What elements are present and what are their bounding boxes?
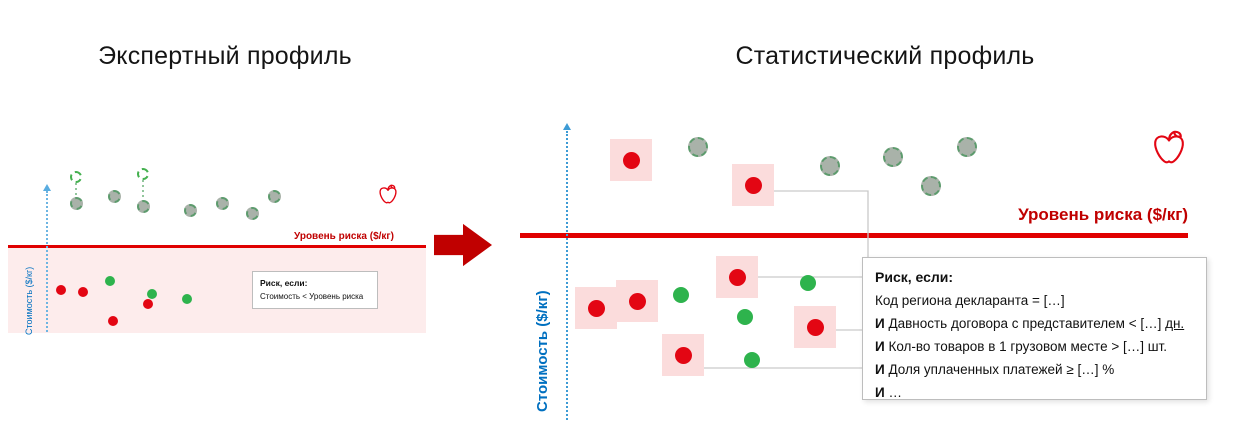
data-point-green-dotted	[107, 189, 121, 203]
data-point-green	[744, 352, 760, 368]
y-axis-arrow-left	[43, 184, 51, 191]
data-point-green-dotted	[215, 196, 229, 210]
y-axis-label-right: Стоимость ($/кг)	[534, 290, 551, 412]
y-axis-label-left: Стоимость ($/кг)	[24, 266, 34, 335]
rule-box-right-title: Риск, если:	[875, 269, 954, 285]
highlight-square	[794, 306, 836, 348]
data-point-green-dotted	[136, 199, 150, 213]
rule-box-right: Риск, если: Код региона декларанта = […]…	[862, 257, 1207, 400]
data-point-green-dotted	[883, 147, 903, 167]
expert-profile-title: Экспертный профиль	[98, 42, 352, 70]
data-point-green	[673, 287, 689, 303]
data-point-red	[674, 346, 692, 364]
y-axis-left	[46, 191, 48, 332]
data-point-red	[806, 318, 824, 336]
rule-line: И Давность договора с представителем < […	[875, 316, 1185, 331]
data-point-green-dotted	[688, 137, 708, 157]
statistical-profile-title: Статистический профиль	[735, 42, 1035, 70]
risk-level-line-right	[520, 233, 1188, 238]
data-point-green-dotted	[183, 203, 197, 217]
highlight-square	[610, 139, 652, 181]
data-point-ghost	[137, 168, 149, 180]
risk-level-line-left	[8, 245, 426, 248]
rule-box-left-title: Риск, если:	[260, 278, 308, 288]
rule-line: И Доля уплаченных платежей ≥ […] %	[875, 362, 1115, 377]
rule-line: И …	[875, 385, 902, 400]
y-axis-arrow-right	[563, 123, 571, 130]
data-point-ghost	[70, 171, 82, 183]
highlight-square	[662, 334, 704, 376]
rule-line: И Кол-во товаров в 1 грузовом месте > [……	[875, 339, 1167, 354]
data-point-green	[737, 309, 753, 325]
data-point-green-dotted	[957, 137, 977, 157]
data-point-green-dotted	[69, 196, 83, 210]
data-point-red	[728, 268, 746, 286]
risk-level-label-right: Уровень риска ($/кг)	[1018, 205, 1188, 224]
risk-level-label-left: Уровень риска ($/кг)	[294, 231, 394, 242]
y-axis-right	[566, 131, 568, 420]
rule-box-right-lines: Код региона декларанта = […] И Давность д…	[875, 289, 1194, 404]
arrow-right-icon	[434, 223, 492, 267]
highlight-square	[575, 287, 617, 329]
rule-line: Код региона декларанта = […]	[875, 293, 1065, 308]
data-point-green	[800, 275, 816, 291]
data-point-green-dotted	[267, 189, 281, 203]
highlight-square	[716, 256, 758, 298]
rule-box-left: Риск, если: Стоимость < Уровень риска	[252, 271, 378, 309]
data-point-green-dotted	[245, 206, 259, 220]
data-point-red	[628, 292, 646, 310]
data-point-red	[744, 176, 762, 194]
highlight-square	[732, 164, 774, 206]
rule-box-left-condition: Стоимость < Уровень риска	[260, 292, 364, 301]
apple-icon	[376, 182, 400, 206]
data-point-green-dotted	[820, 156, 840, 176]
apple-icon	[1148, 126, 1190, 168]
data-point-red	[622, 151, 640, 169]
data-point-green-dotted	[921, 176, 941, 196]
data-point-red	[587, 299, 605, 317]
highlight-square	[616, 280, 658, 322]
